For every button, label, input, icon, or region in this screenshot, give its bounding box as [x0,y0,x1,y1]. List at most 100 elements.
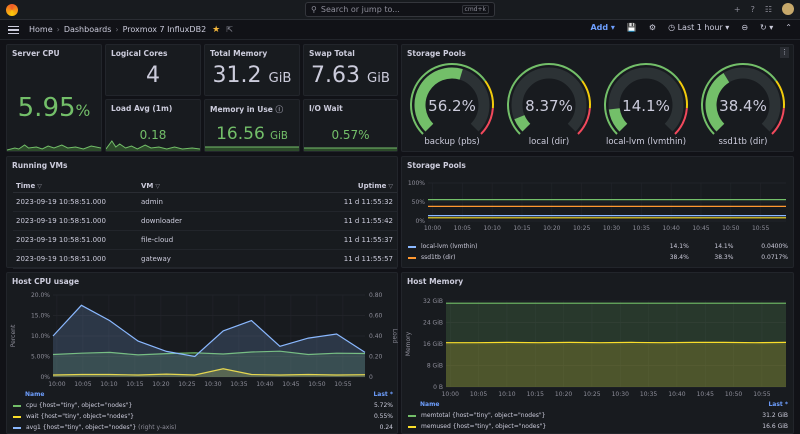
legend-name-header[interactable]: Name [25,391,45,398]
panel-menu-icon[interactable]: ⋮ [780,47,789,58]
legend-value: 0.55% [373,413,393,420]
help-icon[interactable]: ? [750,4,755,14]
breadcrumb-dashboards[interactable]: Dashboards [63,25,112,34]
x-tick-label: 10:05 [470,391,487,398]
chart-axes: 100% 50% 0%10:00 10:05 10:10 10:15 10:20 10:25 1… [408,180,786,232]
new-plus-icon[interactable]: + [733,4,741,14]
host-memory-legend: Name Last * memtotal {host="tiny", object… [408,399,788,432]
y-tick-label: 100% [408,180,425,187]
dashboard-toolbar: Add ▾ 💾 ⚙ ◷ Last 1 hour ▾ ⊖ ↻ ▾ ⌃ [590,23,792,32]
gauge-label: backup (pbs) [424,137,479,147]
x-tick-label: 10:10 [498,391,515,398]
legend-value: 31.2 GiB [762,412,788,419]
value-number: 31.2 [212,63,262,88]
value-unit: GiB [268,71,292,86]
legend-row[interactable]: wait {host="tiny", object="nodes"} 0.55% [13,411,393,422]
legend-name-header[interactable]: Name [420,401,440,408]
legend-last-header[interactable]: Last * [768,401,788,408]
news-icon[interactable]: ☷ [764,4,772,14]
y-tick-label: 10.0% [31,333,50,340]
io-wait-panel: I/O Wait 0.57% [303,99,398,152]
zoom-out-icon[interactable]: ⊖ [741,23,749,32]
panel-title: Running VMs [12,161,68,170]
gauge-track [608,67,684,132]
grafana-logo-icon[interactable] [6,3,18,16]
x-tick-label: 10:50 [308,381,325,388]
gauge-value: 56.2% [428,97,476,115]
filter-icon[interactable]: ▽ [155,182,161,190]
table-row[interactable]: 2023-09-19 10:58:51.000 file-cloud 11 d 11… [13,231,397,250]
search-bar[interactable]: ⚲ Search or jump to... cmd+k [305,2,495,17]
gauge-threshold-yellow [581,80,591,109]
legend-row[interactable]: local-lvm (lvmthin) 14.1% 14.1% 0.0400% [408,241,788,252]
breadcrumb-separator: › [115,25,119,34]
panel-title: Server CPU [12,49,60,58]
x-tick-label: 10:20 [152,381,169,388]
x-tick-label: 10:55 [752,225,769,232]
add-button[interactable]: Add ▾ [590,23,615,32]
info-icon[interactable]: ⓘ [275,105,284,114]
storage-gauge: 14.1% local-lvm (lvmthin) [604,63,688,147]
legend-last-header[interactable]: Last * [373,391,393,398]
legend-swatch [408,414,416,417]
y2-tick-label: 0.60 [369,313,383,320]
collapse-icon[interactable]: ⌃ [785,23,792,32]
breadcrumb-separator: › [56,25,60,34]
avatar[interactable] [782,3,794,15]
col-vm-header[interactable]: VM ▽ [141,182,321,190]
breadcrumb-home[interactable]: Home [29,25,53,34]
top-bar: ⚲ Search or jump to... cmd+k + ? ☷ [0,0,800,20]
table-row[interactable]: 2023-09-19 10:58:51.000 downloader 11 d 11… [13,212,397,231]
col-time-header[interactable]: Time ▽ [13,182,141,190]
storage-gauge: 56.2% backup (pbs) [410,63,494,147]
settings-gear-icon[interactable]: ⚙ [648,23,657,32]
table-header: Time ▽ VM ▽ Uptime ▽ [13,179,397,193]
y2-tick-label: 0.40 [369,333,383,340]
legend-name: memtotal {host="tiny", object="nodes"} [421,412,546,419]
x-tick-label: 10:15 [513,225,530,232]
filter-icon[interactable]: ▽ [37,182,42,190]
chart-axes: 20.0% 15.0% 10.0% 5.00% 0% 0.80 0.60 0.40 0.20 0 1… [10,292,398,388]
legend-row[interactable]: ssd1tb (dir) 38.4% 38.3% 0.0717% [408,252,788,263]
x-tick-label: 10:35 [640,391,657,398]
save-icon[interactable]: 💾 [626,23,637,32]
col-uptime-header[interactable]: Uptime ▽ [321,182,397,190]
x-tick-label: 10:50 [725,391,742,398]
table-row[interactable]: 2023-09-19 10:58:51.000 gateway 11 d 11:55… [13,250,397,269]
refresh-icon[interactable]: ↻ ▾ [760,23,774,32]
gauge-threshold-red [480,108,494,135]
filter-icon[interactable]: ▽ [388,182,393,190]
y2-tick-label: 0.80 [369,292,383,299]
legend-row[interactable]: memtotal {host="tiny", object="nodes"} 31… [408,410,788,421]
value-number: 0.57 [331,128,359,142]
legend-value: 38.4% [669,254,689,261]
y-tick-label: 15.0% [31,313,50,320]
legend-name: memused {host="tiny", object="nodes"} [421,423,547,430]
share-icon[interactable]: ⇱ [226,25,233,34]
y-tick-label: 24 GiB [423,320,443,327]
time-range-picker[interactable]: ◷ Last 1 hour ▾ [668,23,730,32]
cell-time: 2023-09-19 10:58:51.000 [16,236,106,244]
legend-row[interactable]: memused {host="tiny", object="nodes"} 16.… [408,421,788,432]
table-row[interactable]: 2023-09-19 10:58:51.000 admin 11 d 11:55:3… [13,193,397,212]
x-tick-label: 10:20 [543,225,560,232]
server-cpu-panel: Server CPU 5.95% [6,44,102,152]
y-tick-label: 16 GiB [423,341,443,348]
y-tick-label: 20.0% [31,292,50,299]
gauge-fill [705,72,730,132]
legend-row[interactable]: avg1 {host="tiny", object="nodes"} (righ… [13,422,393,433]
menu-icon[interactable] [8,25,19,34]
x-tick-label: 10:40 [668,391,685,398]
star-icon[interactable]: ★ [212,24,221,35]
gauge-threshold-green [507,63,583,135]
gauge-value: 14.1% [622,97,670,115]
gauge-threshold-green [701,63,777,135]
legend-row[interactable]: cpu {host="tiny", object="nodes"} 5.72% [13,400,393,411]
gauge-threshold-yellow [678,80,688,109]
x-tick-label: 10:50 [722,225,739,232]
legend-value: 5.72% [373,402,393,409]
value-number: 7.63 [311,63,361,88]
col-label: VM [141,181,154,190]
swap-total-value: 7.63 GiB [304,63,397,88]
value-unit: GiB [367,71,390,86]
